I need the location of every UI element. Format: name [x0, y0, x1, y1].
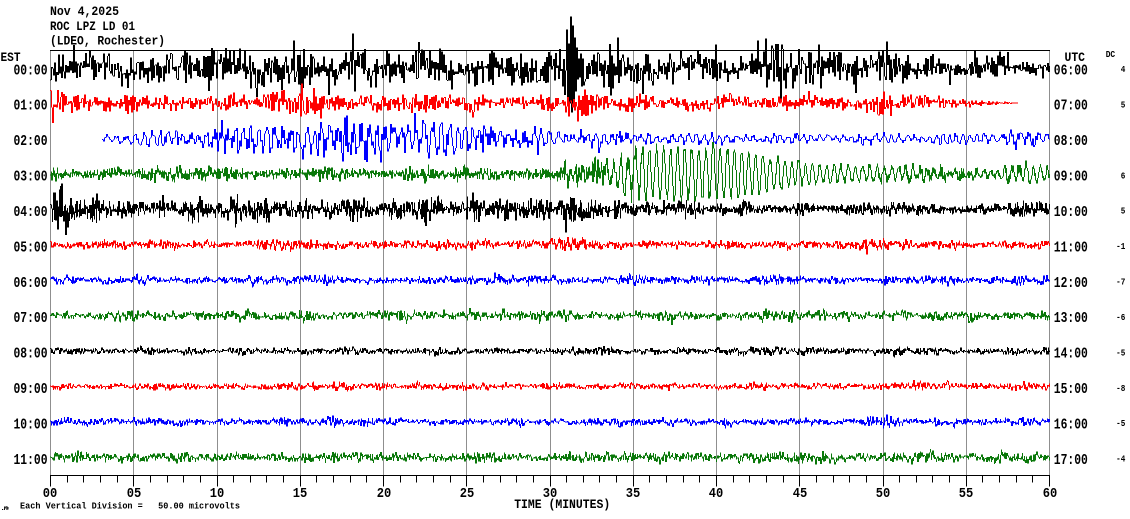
svg-text:-4: -4 [1116, 455, 1126, 465]
svg-text:04:00: 04:00 [14, 204, 48, 221]
svg-text:10:00: 10:00 [1054, 204, 1088, 221]
svg-text:-5: -5 [1116, 419, 1125, 429]
svg-text:15:00: 15:00 [1054, 381, 1088, 398]
svg-text:05: 05 [127, 486, 142, 502]
svg-text:-6: -6 [1116, 313, 1125, 323]
svg-text:00: 00 [43, 486, 58, 502]
svg-text:11:00: 11:00 [1054, 239, 1088, 256]
svg-text:30: 30 [543, 486, 558, 502]
svg-text:08:00: 08:00 [14, 346, 48, 363]
svg-text:-1: -1 [1116, 242, 1126, 252]
svg-text:ROC LPZ LD 01: ROC LPZ LD 01 [50, 19, 135, 34]
svg-text:DC: DC [1106, 50, 1116, 60]
svg-text:45: 45 [793, 486, 808, 502]
svg-text:13:00: 13:00 [1054, 310, 1088, 327]
svg-text:06:00: 06:00 [14, 275, 48, 292]
svg-text:UTC: UTC [1065, 50, 1086, 65]
svg-text:05:00: 05:00 [14, 239, 48, 256]
svg-text:12:00: 12:00 [1054, 275, 1088, 292]
svg-text:(LDEO, Rochester): (LDEO, Rochester) [50, 33, 165, 48]
svg-text:25: 25 [460, 486, 475, 502]
svg-text:15: 15 [293, 486, 308, 502]
svg-text:-5: -5 [1116, 348, 1125, 358]
svg-text:06:00: 06:00 [1054, 62, 1088, 79]
svg-text:09:00: 09:00 [1054, 169, 1088, 186]
svg-text:40: 40 [709, 486, 724, 502]
svg-text:EST: EST [1, 50, 21, 65]
svg-text:10:00: 10:00 [14, 416, 48, 433]
svg-text:-8: -8 [1116, 384, 1125, 394]
svg-text:5: 5 [1121, 207, 1126, 217]
svg-text:35: 35 [626, 486, 641, 502]
svg-text:TIME (MINUTES): TIME (MINUTES) [514, 497, 610, 512]
svg-text:03:00: 03:00 [14, 169, 48, 186]
svg-text:55: 55 [959, 486, 974, 502]
svg-text:4: 4 [1121, 65, 1126, 75]
svg-text:01:00: 01:00 [14, 98, 48, 115]
svg-text:Each Vertical Division = 50.: Each Vertical Division = 50.00 microvolt… [20, 501, 240, 511]
svg-text:14:00: 14:00 [1054, 346, 1088, 363]
svg-text:60: 60 [1043, 486, 1058, 502]
svg-text:-7: -7 [1116, 278, 1125, 288]
svg-text:6: 6 [1121, 171, 1126, 181]
svg-text:5: 5 [1121, 100, 1126, 110]
svg-text:16:00: 16:00 [1054, 416, 1088, 433]
svg-text:17:00: 17:00 [1054, 452, 1088, 469]
svg-text:11:00: 11:00 [14, 452, 48, 469]
svg-text:07:00: 07:00 [1054, 98, 1088, 115]
svg-text:Nov 4,2025: Nov 4,2025 [50, 4, 119, 19]
svg-text:08:00: 08:00 [1054, 133, 1088, 150]
svg-text:10: 10 [210, 486, 225, 502]
svg-text:50: 50 [876, 486, 891, 502]
svg-text:09:00: 09:00 [14, 381, 48, 398]
svg-text:20: 20 [377, 486, 392, 502]
svg-text:00:00: 00:00 [14, 62, 48, 79]
svg-text:07:00: 07:00 [14, 310, 48, 327]
svg-text:02:00: 02:00 [14, 133, 48, 150]
